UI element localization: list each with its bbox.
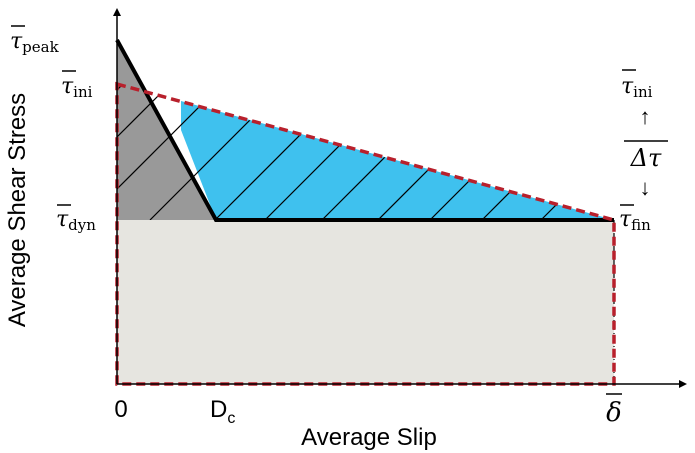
- tau-ini-left-label: τini: [61, 74, 93, 101]
- x-tick-dc: Dc: [210, 396, 235, 427]
- x-tick-zero: 0: [114, 396, 127, 423]
- delta-tau-down-arrow: ↓: [640, 175, 651, 200]
- tau-ini-right-label: τini: [621, 74, 653, 101]
- x-axis-label: Average Slip: [301, 424, 437, 451]
- delta-tau-label: Δτ: [630, 144, 662, 172]
- tau-fin-label: τfin: [619, 207, 651, 234]
- x-tick-delta: δ: [606, 398, 622, 428]
- friction-law-curve: [115, 39, 614, 222]
- tau-dyn-label: τdyn: [56, 207, 96, 234]
- blue-energy-region: [181, 101, 614, 220]
- tau-peak-label: τpeak: [10, 29, 60, 56]
- fracture-energy-lower-region: [117, 220, 614, 384]
- delta-tau-up-arrow: ↑: [640, 104, 651, 129]
- y-axis-label: Average Shear Stress: [4, 93, 31, 327]
